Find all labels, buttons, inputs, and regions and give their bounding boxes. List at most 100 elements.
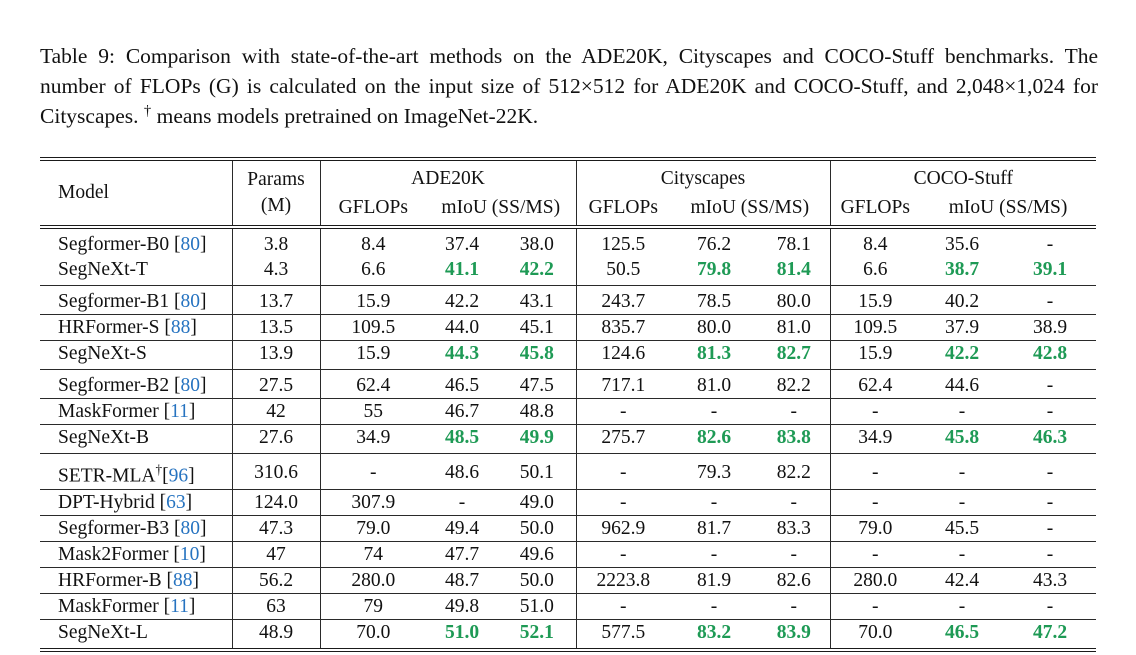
model-cell: DPT-Hybrid [63] xyxy=(40,488,233,516)
citation-link[interactable]: 11 xyxy=(170,401,189,423)
table-row: HRFormer-B [88] 56.2 280.0 48.7 50.0 2223.8 81… xyxy=(40,566,1097,594)
citation-link[interactable]: 80 xyxy=(180,234,201,256)
table-row: HRFormer-S [88] 13.5 109.5 44.0 45.1 835.7 80.… xyxy=(40,314,1097,341)
caption-label: Table 9: xyxy=(40,44,115,68)
value-cell: 76.2 xyxy=(696,234,732,256)
value-cell: 70.0 xyxy=(320,618,426,650)
header-cityscapes-gflops: GFLOPs xyxy=(588,197,658,219)
model-name: SegNeXt-B xyxy=(58,427,149,449)
citation-link[interactable]: 80 xyxy=(180,517,201,539)
value-cell: 79.0 xyxy=(830,514,921,542)
value-cell: 82.6 xyxy=(670,424,758,454)
value-cell: 42.8 xyxy=(1004,340,1097,370)
value-cell: 42.2 xyxy=(426,285,498,315)
value-cell: - xyxy=(830,453,921,490)
value-cell: 6.6 xyxy=(361,259,386,281)
value-cell: 52.1 xyxy=(498,618,577,650)
value-cell: 78.5 xyxy=(670,285,758,315)
value-cell: 43.3 xyxy=(1004,566,1097,594)
model-cell: Segformer-B1 [80] xyxy=(40,285,233,315)
header-params-line2: (M) xyxy=(260,195,292,217)
value-cell: - xyxy=(920,488,1005,516)
citation-link[interactable]: 10 xyxy=(179,543,200,565)
citation-link[interactable]: 96 xyxy=(168,465,189,487)
table-row: SegNeXt-L 48.9 70.0 51.0 52.1 577.5 83.2 83.9 70… xyxy=(40,618,1097,650)
model-name: Segformer-B2 xyxy=(58,375,170,397)
model-name: DPT-Hybrid xyxy=(58,491,155,513)
citation-link[interactable]: 80 xyxy=(180,375,201,397)
value-cell: 48.5 xyxy=(426,424,498,454)
caption-text-2: means models pretrained on ImageNet-22K. xyxy=(151,104,539,129)
citation-link[interactable]: 11 xyxy=(170,595,189,617)
value-cell: - xyxy=(920,540,1005,568)
model-cell: MaskFormer [11] xyxy=(40,592,233,620)
value-cell: 49.6 xyxy=(498,540,577,568)
table-group: Segformer-B1 [80] 13.7 15.9 42.2 43.1 243.7 78… xyxy=(40,285,1097,370)
model-cell: HRFormer-B [88] xyxy=(40,566,233,594)
table-group: Segformer-B0 [80] 3.8 8.4 37.4 38.0 125.5 76.2… xyxy=(40,227,1096,286)
header-cityscapes-miou: mIoU (SS/MS) xyxy=(670,194,831,228)
value-cell: 81.3 xyxy=(670,340,758,370)
dagger-symbol: † xyxy=(143,103,152,120)
value-cell: 45.8 xyxy=(920,424,1005,454)
value-cell: 280.0 xyxy=(830,566,921,594)
value-cell: - xyxy=(670,592,758,620)
table-row: Segformer-B1 [80] 13.7 15.9 42.2 43.1 243.7 78… xyxy=(40,285,1097,315)
value-cell: 37.9 xyxy=(920,314,1005,341)
value-cell: 835.7 xyxy=(576,314,670,341)
value-cell: 124.6 xyxy=(576,340,670,370)
value-cell: 8.4 xyxy=(361,234,386,256)
value-cell: 48.6 xyxy=(426,453,498,490)
model-name: Segformer-B3 xyxy=(58,517,170,539)
value-cell: 49.0 xyxy=(498,488,577,516)
citation-link[interactable]: 88 xyxy=(170,317,191,339)
value-cell: 83.3 xyxy=(758,514,831,542)
table-caption: Table 9: Comparison with state-of-the-ar… xyxy=(40,42,1098,132)
value-cell: 15.9 xyxy=(320,340,426,370)
value-cell: 6.6 xyxy=(863,259,888,281)
model-name: Segformer-B0 xyxy=(58,234,170,256)
value-cell: 717.1 xyxy=(576,369,670,399)
value-cell: 46.7 xyxy=(426,398,498,425)
params-cell: 13.9 xyxy=(232,340,321,370)
value-cell: - xyxy=(576,592,670,620)
value-cell: 42.4 xyxy=(920,566,1005,594)
value-cell: - xyxy=(758,488,831,516)
model-cell: SegNeXt-S xyxy=(40,340,233,370)
value-cell: 79.0 xyxy=(320,514,426,542)
value-cell: 50.0 xyxy=(498,514,577,542)
value-cell: 243.7 xyxy=(576,285,670,315)
model-cell: HRFormer-S [88] xyxy=(40,314,233,341)
value-cell: 79.8 xyxy=(696,259,732,281)
header-params-line1: Params xyxy=(247,169,305,191)
value-cell: - xyxy=(670,398,758,425)
value-cell: - xyxy=(758,398,831,425)
table-row: SETR-MLA†[96] 310.6-48.6 50.1-79.3 82.2- - - xyxy=(40,453,1097,490)
value-cell: 50.1 xyxy=(498,453,577,490)
citation-link[interactable]: 80 xyxy=(180,291,201,313)
value-cell: 82.2 xyxy=(758,453,831,490)
value-cell: 48.7 xyxy=(426,566,498,594)
value-cell: 49.8 xyxy=(426,592,498,620)
model-name: SegNeXt-L xyxy=(58,621,148,643)
table-group: SETR-MLA†[96] 310.6-48.6 50.1-79.3 82.2- - - D… xyxy=(40,453,1097,650)
value-cell: - xyxy=(830,592,921,620)
value-cell: 83.2 xyxy=(670,618,758,650)
value-cell: 38.7 xyxy=(944,259,980,281)
value-cell: 70.0 xyxy=(830,618,921,650)
value-cell: 37.4 xyxy=(444,234,480,256)
value-cell: - xyxy=(576,488,670,516)
value-cell: 78.1 xyxy=(758,227,831,258)
model-name: Segformer-B1 xyxy=(58,291,170,313)
citation-link[interactable]: 88 xyxy=(172,569,193,591)
citation-link[interactable]: 63 xyxy=(166,491,186,513)
value-cell: - xyxy=(830,488,921,516)
value-cell: - xyxy=(1004,285,1097,315)
value-cell: - xyxy=(576,398,670,425)
value-cell: - xyxy=(1004,488,1097,516)
value-cell: - xyxy=(1046,234,1054,256)
value-cell: 79 xyxy=(320,592,426,620)
value-cell: 80.0 xyxy=(670,314,758,341)
value-cell: 47.5 xyxy=(498,369,577,399)
model-name: HRFormer-B xyxy=(58,569,162,591)
